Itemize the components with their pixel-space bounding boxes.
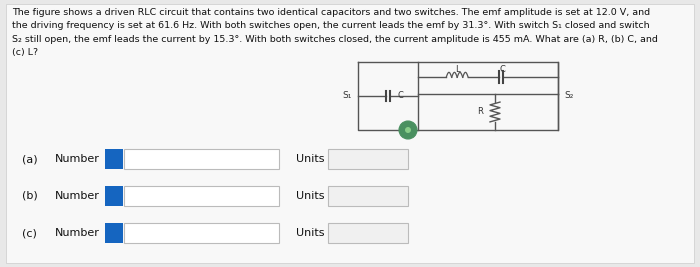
Text: Units: Units: [296, 191, 325, 201]
FancyBboxPatch shape: [328, 186, 408, 206]
FancyBboxPatch shape: [105, 186, 123, 206]
Text: Number: Number: [55, 228, 100, 238]
Text: C: C: [397, 92, 403, 100]
Text: L: L: [455, 65, 459, 74]
Text: ⌄: ⌄: [396, 154, 404, 164]
Text: S₁: S₁: [342, 92, 352, 100]
Text: S₂ still open, the emf leads the current by 15.3°. With both switches closed, th: S₂ still open, the emf leads the current…: [12, 35, 658, 44]
FancyBboxPatch shape: [105, 149, 123, 169]
Text: S₂: S₂: [564, 92, 573, 100]
Text: C: C: [499, 65, 505, 74]
Text: R: R: [477, 108, 483, 116]
FancyBboxPatch shape: [124, 186, 279, 206]
Text: i: i: [112, 154, 116, 164]
Text: (c) L?: (c) L?: [12, 49, 38, 57]
Text: The figure shows a driven RLC circuit that contains two identical capacitors and: The figure shows a driven RLC circuit th…: [12, 8, 650, 17]
FancyBboxPatch shape: [105, 223, 123, 243]
Circle shape: [399, 121, 417, 139]
Text: i: i: [112, 228, 116, 238]
FancyBboxPatch shape: [328, 223, 408, 243]
Circle shape: [405, 127, 411, 133]
FancyBboxPatch shape: [124, 223, 279, 243]
Text: (c): (c): [22, 228, 37, 238]
Text: Units: Units: [296, 154, 325, 164]
Text: Number: Number: [55, 154, 100, 164]
Text: the driving frequency is set at 61.6 Hz. With both switches open, the current le: the driving frequency is set at 61.6 Hz.…: [12, 22, 650, 30]
FancyBboxPatch shape: [124, 149, 279, 169]
Text: ⌄: ⌄: [396, 228, 404, 238]
Text: ⌄: ⌄: [396, 191, 404, 201]
Text: (b): (b): [22, 191, 38, 201]
FancyBboxPatch shape: [328, 149, 408, 169]
Text: (a): (a): [22, 154, 38, 164]
FancyBboxPatch shape: [6, 4, 694, 263]
Text: Units: Units: [296, 228, 325, 238]
Text: i: i: [112, 191, 116, 201]
Text: Number: Number: [55, 191, 100, 201]
